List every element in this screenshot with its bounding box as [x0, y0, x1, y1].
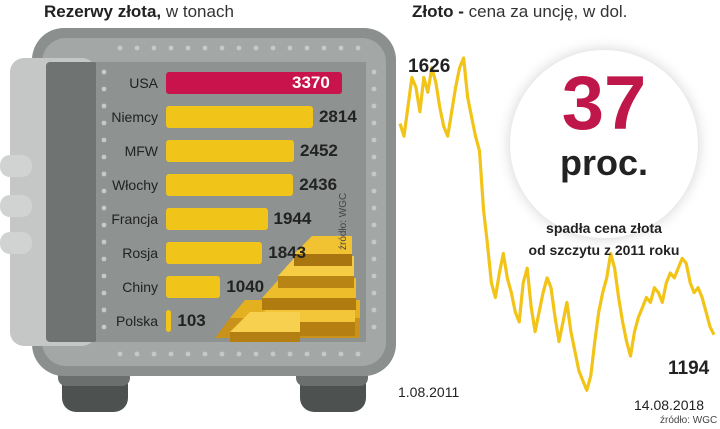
peak-value-label: 1626	[408, 56, 451, 77]
left-chart-title: Rezerwy złota, w tonach	[44, 2, 234, 21]
bar	[166, 242, 263, 264]
vault-rivets	[101, 45, 377, 357]
right-source-label: źródło: WGC	[660, 415, 718, 426]
bar-category-label: Polska	[115, 313, 158, 329]
bar	[166, 72, 342, 94]
bar-value-label: 2814	[318, 107, 357, 126]
bar	[166, 140, 295, 162]
percent-unit: proc.	[559, 142, 648, 183]
price-line-series	[398, 56, 716, 392]
bar-category-label: MFW	[124, 143, 158, 159]
bar-category-label: USA	[129, 75, 158, 91]
bar-category-label: Niemcy	[111, 109, 158, 125]
bar-category-label: Rosja	[122, 245, 158, 261]
end-value-label: 1194	[668, 358, 710, 379]
bar-value-label: 3370	[292, 73, 330, 92]
bar-value-label: 1040	[226, 277, 265, 296]
callout-line-1: spadła cena złota	[546, 220, 662, 236]
bar	[166, 208, 268, 230]
bar	[166, 174, 294, 196]
gold-ingots-icon	[215, 236, 360, 342]
vault-knob-1	[0, 155, 32, 177]
percent-callout-circle	[510, 50, 698, 238]
percent-number: 37	[561, 61, 647, 146]
bar-value-label: 2452	[300, 141, 338, 160]
start-date-label: 1.08.2011	[398, 384, 460, 400]
bar	[166, 276, 221, 298]
vault-knob-3	[0, 232, 32, 254]
bar-category-label: Francja	[111, 211, 158, 227]
bar-value-label: 2436	[299, 175, 338, 194]
vault-knob-2	[0, 195, 32, 217]
bar	[166, 310, 172, 332]
end-date-label: 14.08.2018	[634, 397, 705, 413]
bar-value-label: 1843	[268, 243, 307, 262]
bar	[166, 106, 313, 128]
bar-category-label: Chiny	[122, 279, 158, 295]
right-chart-title: Złoto - cena za uncję, w dol.	[412, 2, 628, 21]
bar-category-label: Włochy	[112, 177, 158, 193]
bar-value-label: 103	[177, 311, 206, 330]
bar-value-label: 1944	[273, 209, 312, 228]
callout-line-2: od szczytu z 2011 roku	[528, 242, 680, 258]
